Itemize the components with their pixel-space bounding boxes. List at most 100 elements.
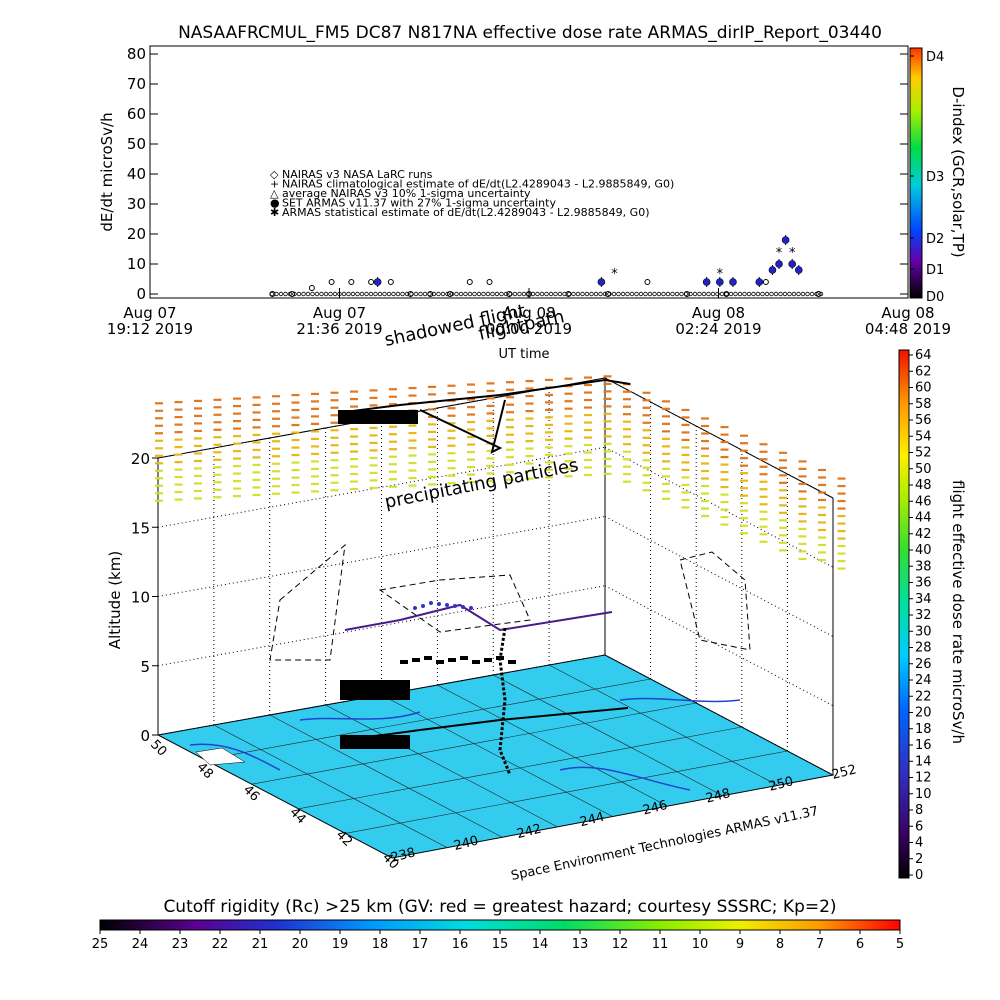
particle-dash <box>213 428 222 431</box>
particle-dash <box>486 434 495 437</box>
dose-rate-tick-label: 8 <box>915 803 923 818</box>
dose-rate-tick-label: 48 <box>915 478 932 493</box>
particle-dash <box>291 408 300 412</box>
particle-dash <box>837 559 846 563</box>
particle-dash <box>389 433 397 436</box>
flight-path-3d <box>269 378 751 776</box>
particle-dash <box>818 476 826 479</box>
particle-dash <box>272 477 280 480</box>
particle-dash <box>486 472 495 475</box>
set-armas-point <box>373 278 382 286</box>
nairas-run-point <box>466 279 473 285</box>
baseline-sample-mark <box>791 291 797 297</box>
particle-dash <box>311 422 319 426</box>
baseline-sample-mark <box>517 291 522 297</box>
particle-dash <box>486 382 495 385</box>
particle-dash <box>174 498 183 501</box>
baseline-sample-mark <box>818 291 824 297</box>
particle-dash <box>720 493 729 496</box>
cutoff-rigidity-tick-label: 23 <box>172 937 189 952</box>
particle-dash <box>603 457 612 460</box>
particle-dash <box>642 399 651 402</box>
legend-entry: NAIRAS climatological estimate of dE/dt(… <box>282 178 674 191</box>
particle-dash <box>662 422 670 425</box>
particle-dash <box>584 398 592 402</box>
altitude-ticks: 0 5 10 15 20 <box>131 450 158 745</box>
particle-dash <box>759 465 768 468</box>
particle-dash <box>252 463 261 467</box>
particle-dash <box>350 480 358 483</box>
particle-dash <box>642 451 651 454</box>
baseline-sample-mark <box>373 291 378 297</box>
particle-dash <box>233 465 241 468</box>
baseline-sample-mark <box>377 291 383 297</box>
dindex-label: D-index (GCR,solar,TP) <box>949 86 967 257</box>
dindex-tick-label: D1 <box>926 263 944 278</box>
particle-dash <box>350 442 358 446</box>
particle-dash <box>818 558 826 562</box>
top-y-axis-label: dE/dt microSv/h <box>98 112 116 231</box>
baseline-sample-mark <box>593 291 599 297</box>
particle-dash <box>798 505 807 508</box>
particle-dash <box>467 405 475 409</box>
baseline-sample-mark <box>665 291 671 297</box>
particle-dash <box>759 525 768 528</box>
altitude-gridline-back <box>157 585 606 667</box>
cutoff-rigidity-tick-label: 21 <box>252 937 269 952</box>
particle-dash <box>291 476 300 479</box>
particle-dash <box>213 436 222 439</box>
altitude-gridlines <box>157 377 834 776</box>
particle-dash <box>779 526 787 529</box>
particle-dash <box>525 462 534 465</box>
particle-dash <box>642 421 651 424</box>
dose-rate-tick-label: 34 <box>915 592 932 607</box>
particle-dash <box>369 464 378 467</box>
particle-dash <box>740 449 748 452</box>
particle-dash <box>330 421 339 424</box>
baseline-sample-mark <box>539 291 545 297</box>
baseline-sample-mark <box>337 291 342 297</box>
particle-dash <box>213 458 222 461</box>
top-y-tick-label: 20 <box>127 225 146 243</box>
particle-dash <box>311 430 319 433</box>
baseline-sample-mark <box>400 291 405 297</box>
baseline-sample-mark <box>494 291 500 297</box>
particle-dash <box>155 424 163 427</box>
particle-dash <box>213 451 222 454</box>
particle-dash <box>389 485 397 488</box>
particle-dash <box>759 540 768 543</box>
particle-dash <box>584 406 592 409</box>
particle-dash <box>701 447 709 450</box>
particle-dash <box>662 460 670 463</box>
nairas-run-point <box>387 279 394 285</box>
particle-dash <box>447 452 456 455</box>
particle-dash <box>428 453 436 456</box>
particle-dash <box>740 472 748 475</box>
dose-rate-tick-label: 44 <box>915 511 932 526</box>
particle-dash <box>525 454 534 458</box>
baseline-sample-mark <box>679 291 684 297</box>
particle-dash <box>291 483 300 487</box>
particle-dash <box>545 431 553 434</box>
particle-dash <box>525 394 534 398</box>
top-x-tick-time: 02:24 2019 <box>675 320 761 338</box>
particle-dash <box>681 431 690 434</box>
surface-contours <box>189 664 788 848</box>
baseline-sample-mark <box>746 291 752 297</box>
particle-dash <box>506 433 514 436</box>
baseline-sample-mark <box>310 291 315 297</box>
particle-dash <box>642 444 651 447</box>
particle-dash <box>174 438 183 441</box>
altitude-gridline-back <box>157 446 606 528</box>
particle-dash <box>213 406 222 409</box>
cutoff-rigidity-tick-label: 5 <box>896 937 904 952</box>
particle-dash <box>194 489 202 493</box>
particle-dash <box>642 481 651 484</box>
particle-dash <box>369 449 378 452</box>
top-y-tick-label: 80 <box>127 45 146 63</box>
baseline-sample-mark <box>521 291 527 297</box>
particle-dash <box>428 475 436 478</box>
particle-dash <box>174 461 183 464</box>
particle-dash <box>779 496 787 499</box>
baseline-sample-mark <box>467 291 473 297</box>
